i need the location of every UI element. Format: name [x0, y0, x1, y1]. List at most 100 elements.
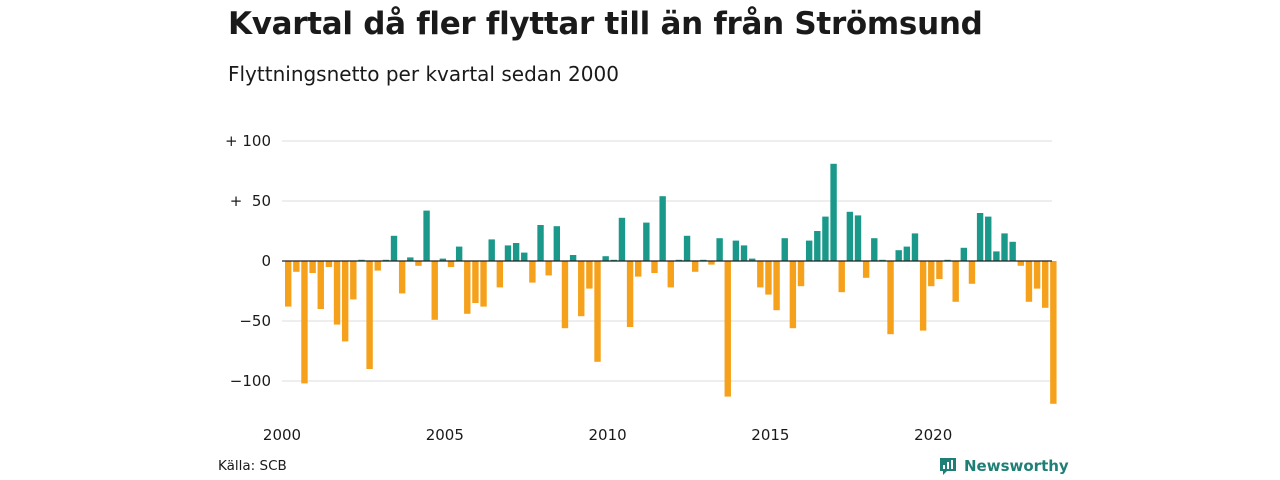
bar-2001-k2: 2001 K2: -5	[325, 261, 333, 267]
bar-2023-k3: 2023 K3: -119	[1050, 261, 1057, 404]
y-tick-label: −50	[239, 312, 271, 330]
bar-2021-k1: 2021 K1: -19	[968, 261, 976, 284]
bar-2003-k3: 2003 K3: -27	[398, 261, 406, 294]
chart-subtitle: Flyttningsnetto per kvartal sedan 2000	[228, 62, 619, 86]
bar-2022-k1: 2022 K1: 23	[1001, 233, 1008, 261]
bar-2005-k1: 2005 K1: -5	[447, 261, 455, 267]
bar-2020-k1: 2020 K1: -15	[936, 261, 943, 279]
bar-2004-k1: 2004 K1: -4	[415, 261, 422, 266]
bar-2011-k2: 2011 K2: -10	[651, 261, 658, 273]
bar-2003-k2: 2003 K2: 21	[390, 235, 398, 261]
bar-2015-k1: 2015 K1: -41	[773, 261, 780, 311]
bar-2014-k3: 2014 K3: -22	[757, 261, 764, 288]
bar-layer: 2000 K1: -382000 K2: -92000 K3: -1022000…	[285, 163, 1057, 404]
bar-2002-k4: 2002 K4: -8	[374, 261, 381, 271]
bar-2002-k3: 2002 K3: -90	[366, 261, 373, 369]
bar-2008-k3: 2008 K3: -56	[561, 261, 569, 329]
bar-2009-k1: 2009 K1: -46	[578, 261, 585, 317]
x-tick-label: 2020	[914, 426, 952, 444]
bar-2000-k3: 2000 K3: -102	[301, 261, 308, 384]
bar-2015-k3: 2015 K3: -56	[789, 261, 797, 329]
bar-2014-k2: 2014 K2: 2	[748, 258, 756, 261]
bar-2018-k4: 2018 K4: 9	[895, 250, 902, 261]
bar-2011-k1: 2011 K1: 32	[643, 222, 650, 261]
x-tick-label: 2015	[751, 426, 789, 444]
x-tick-label: 2010	[589, 426, 627, 444]
bar-2012-k2: 2012 K2: 21	[683, 235, 691, 261]
bar-2010-k3: 2010 K3: -55	[626, 261, 634, 327]
bar-2004-k4: 2004 K4: 2	[439, 258, 447, 261]
axis-layer: + 100 + 50 0 −50 −100 2000 2005 2010 2015 2020	[225, 132, 1052, 444]
bar-2013-k2: 2013 K2: 19	[716, 238, 723, 261]
bar-2008-k1: 2008 K1: -12	[545, 261, 552, 276]
bar-2005-k2: 2005 K2: 12	[455, 246, 463, 261]
bar-2022-k4: 2022 K4: -34	[1025, 261, 1033, 302]
bar-2019-k3: 2019 K3: -58	[919, 261, 927, 331]
bar-2001-k4: 2001 K4: -67	[341, 261, 349, 342]
brand-name: Newsworthy	[964, 457, 1069, 475]
bar-2000-k1: 2000 K1: -38	[285, 261, 292, 307]
bar-2013-k3: 2013 K3: -113	[724, 261, 731, 397]
bar-2016-k1: 2016 K1: 17	[805, 240, 813, 261]
bar-2005-k4: 2005 K4: -35	[472, 261, 479, 303]
bar-2017-k1: 2017 K1: -26	[838, 261, 845, 293]
bar-2023-k1: 2023 K1: -23	[1033, 261, 1041, 289]
bar-chart-logo-icon	[938, 456, 958, 476]
bar-2000-k2: 2000 K2: -9	[293, 261, 300, 272]
bar-2015-k2: 2015 K2: 19	[781, 238, 788, 261]
bar-2009-k3: 2009 K3: -84	[594, 261, 601, 362]
bar-2010-k4: 2010 K4: -13	[635, 261, 642, 277]
bar-2020-k4: 2020 K4: 11	[960, 247, 968, 261]
y-tick-label: −100	[230, 372, 271, 390]
bar-2003-k4: 2003 K4: 3	[407, 257, 414, 261]
bar-2010-k2: 2010 K2: 36	[618, 217, 626, 261]
bar-2008-k2: 2008 K2: 29	[553, 226, 561, 261]
bar-2019-k1: 2019 K1: 12	[903, 246, 911, 261]
bar-2023-k2: 2023 K2: -39	[1042, 261, 1049, 308]
bar-2021-k4: 2021 K4: 8	[993, 251, 1000, 261]
bar-2016-k2: 2016 K2: 25	[814, 231, 821, 261]
bar-2017-k2: 2017 K2: 41	[846, 211, 854, 261]
bar-2001-k3: 2001 K3: -53	[333, 261, 341, 325]
bar-2018-k3: 2018 K3: -61	[887, 261, 894, 335]
bar-2017-k4: 2017 K4: -14	[862, 261, 870, 278]
bar-2004-k3: 2004 K3: -49	[431, 261, 438, 320]
y-tick-label: + 100	[225, 132, 271, 150]
bar-2013-k4: 2013 K4: 17	[732, 240, 740, 261]
bar-2022-k3: 2022 K3: -4	[1017, 261, 1024, 266]
bar-2018-k1: 2018 K1: 19	[871, 238, 878, 261]
bar-2001-k1: 2001 K1: -40	[317, 261, 324, 309]
bar-2007-k2: 2007 K2: 7	[521, 252, 528, 261]
bar-2021-k2: 2021 K2: 40	[976, 213, 984, 261]
bar-2013-k1: 2013 K1: -3	[708, 261, 715, 265]
bar-2006-k4: 2006 K4: 13	[504, 245, 512, 261]
x-tick-label: 2000	[263, 426, 301, 444]
bar-2006-k1: 2006 K1: -38	[480, 261, 487, 307]
bar-2016-k4: 2016 K4: 81	[830, 163, 837, 261]
x-tick-label: 2005	[426, 426, 464, 444]
bar-2004-k2: 2004 K2: 42	[423, 210, 430, 261]
brand-logo[interactable]: Newsworthy	[938, 456, 1069, 476]
bar-2000-k4: 2000 K4: -10	[309, 261, 316, 273]
bar-2014-k4: 2014 K4: -28	[765, 261, 772, 295]
bar-2012-k3: 2012 K3: -9	[692, 261, 699, 272]
bar-2009-k4: 2009 K4: 4	[602, 256, 609, 261]
bar-2006-k3: 2006 K3: -22	[496, 261, 504, 288]
bar-2009-k2: 2009 K2: -23	[586, 261, 593, 289]
bar-2017-k3: 2017 K3: 38	[854, 215, 862, 261]
y-tick-label: 0	[261, 252, 271, 270]
y-tick-label: + 50	[230, 192, 271, 210]
bar-2011-k3: 2011 K3: 54	[659, 196, 666, 261]
bar-2019-k4: 2019 K4: -21	[928, 261, 935, 287]
chart-title: Kvartal då fler flyttar till än från Str…	[228, 6, 983, 42]
bar-2020-k3: 2020 K3: -34	[952, 261, 959, 302]
bar-2007-k3: 2007 K3: -18	[529, 261, 536, 283]
bar-2005-k3: 2005 K3: -44	[464, 261, 471, 314]
bar-2016-k3: 2016 K3: 37	[822, 216, 829, 261]
bar-chart: 2000 K1: -382000 K2: -92000 K3: -1022000…	[225, 132, 1057, 444]
source-label: Källa: SCB	[218, 458, 287, 474]
bar-2008-k4: 2008 K4: 5	[569, 255, 577, 261]
bar-2007-k1: 2007 K1: 15	[512, 243, 520, 261]
bar-2014-k1: 2014 K1: 13	[740, 245, 748, 261]
bar-2007-k4: 2007 K4: 30	[537, 225, 544, 261]
